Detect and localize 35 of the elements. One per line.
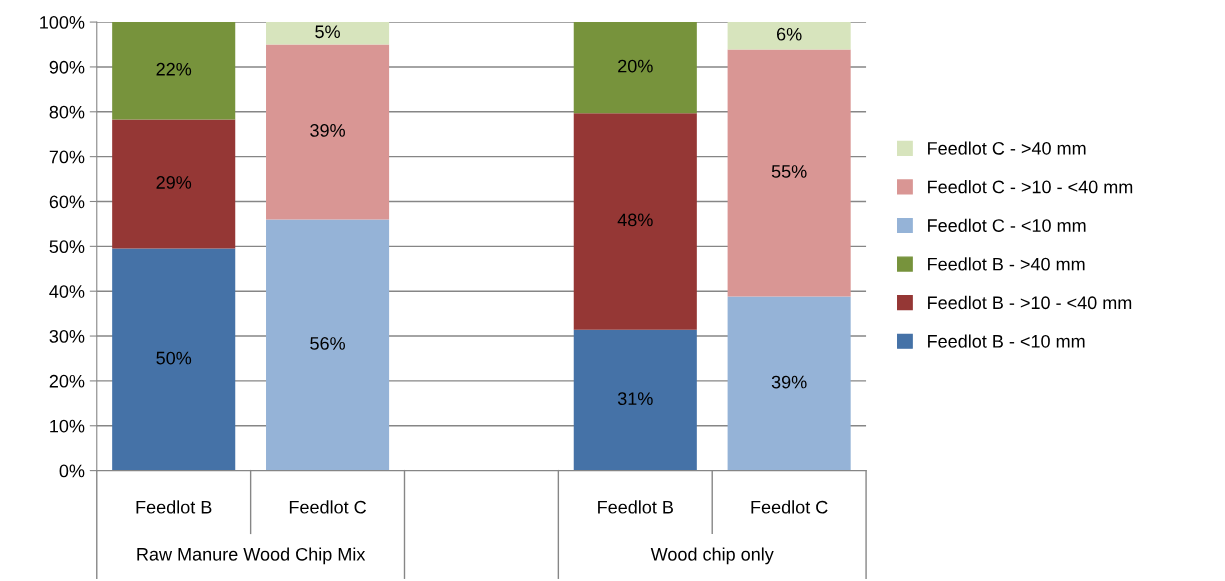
- text: Raw Manure Wood Chip Mix: [137, 547, 366, 565]
- data-label: 20%: [618, 59, 653, 73]
- data-label: 6%: [777, 27, 802, 41]
- data-label: 50%: [156, 351, 192, 365]
- y-tick-label: 30%: [49, 329, 85, 343]
- y-tick-label: 100%: [40, 16, 85, 29]
- data-label: 22%: [156, 62, 192, 76]
- data-label: 5%: [315, 25, 340, 39]
- x-tick-label: Feedlot B: [136, 500, 212, 514]
- legend-label: Feedlot C - >40 mm: [928, 141, 1086, 155]
- data-label: 55%: [771, 165, 807, 178]
- legend-label: Feedlot C - >10 - <40 mm: [928, 180, 1133, 194]
- x-tick-label: Feedlot C: [289, 500, 367, 514]
- data-label: 29%: [156, 176, 192, 189]
- data-label: 39%: [771, 375, 807, 389]
- legend-label: Feedlot B - >40 mm: [928, 257, 1085, 271]
- data-label: 56%: [310, 337, 345, 350]
- data-label: 31%: [617, 392, 653, 406]
- y-tick-label: 50%: [49, 240, 85, 254]
- x-tick-label: Feedlot C: [751, 500, 828, 514]
- y-tick-label: 80%: [49, 105, 85, 119]
- legend-label: Feedlot B - <10 mm: [928, 334, 1085, 348]
- y-tick-label: 70%: [49, 150, 85, 164]
- y-tick-label: 60%: [49, 195, 85, 209]
- legend-label: Feedlot B - >10 - <40 mm: [928, 295, 1132, 310]
- text: Wood chip only: [650, 547, 774, 565]
- data-label: 39%: [310, 124, 345, 137]
- y-tick-label: 10%: [50, 419, 85, 433]
- y-tick-label: 0%: [59, 464, 85, 478]
- data-label: 48%: [617, 213, 653, 227]
- x-tick-label: Feedlot B: [598, 500, 673, 514]
- y-tick-label: 90%: [49, 60, 85, 74]
- y-tick-label: 40%: [49, 285, 85, 298]
- y-tick-label: 20%: [49, 374, 85, 388]
- legend-label: Feedlot C - <10 mm: [928, 218, 1086, 232]
